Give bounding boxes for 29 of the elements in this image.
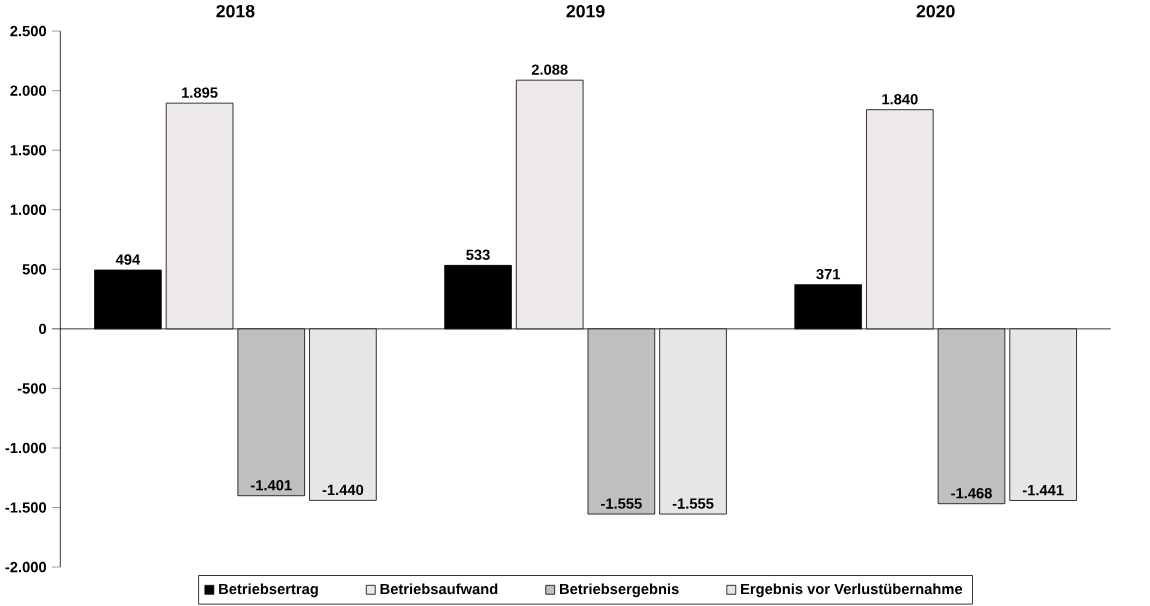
y-tick-label: -500: [17, 383, 47, 394]
data-label: 494: [115, 254, 141, 265]
y-tick-label: -1.000: [5, 442, 47, 454]
data-label: -1.441: [1022, 484, 1064, 496]
data-label: 371: [816, 268, 841, 280]
data-label: 533: [466, 249, 490, 260]
x-tick-label: 2018: [216, 4, 255, 18]
y-tick-label: 500: [22, 263, 47, 275]
y-tick-label: 0: [39, 323, 47, 334]
y-tick-label: -2.000: [5, 561, 47, 573]
y-tick-label: 1.000: [10, 204, 47, 215]
x-tick-label: 2019: [566, 4, 605, 18]
y-tick-label: 2.500: [10, 25, 47, 37]
data-label: 1.895: [182, 87, 218, 98]
data-label: -1.468: [951, 487, 992, 499]
data-label: -1.555: [672, 498, 714, 509]
legend-label: Betriebsergebnis: [559, 583, 679, 597]
data-label: -1.401: [250, 479, 292, 491]
data-label: 2.088: [531, 64, 568, 75]
legend-label: Ergebnis vor Verlustübernahme: [741, 583, 963, 597]
y-tick-label: 2.000: [10, 85, 47, 96]
data-label: -1.555: [601, 498, 642, 509]
y-tick-label: 1.500: [10, 144, 47, 156]
legend-label: Betriebsertrag: [219, 583, 318, 597]
legend-label: Betriebsaufwand: [380, 583, 498, 595]
data-label: -1.440: [322, 484, 364, 495]
y-tick-label: -1.500: [5, 502, 47, 513]
x-tick-label: 2020: [916, 4, 955, 18]
data-label: 1.840: [882, 93, 918, 105]
